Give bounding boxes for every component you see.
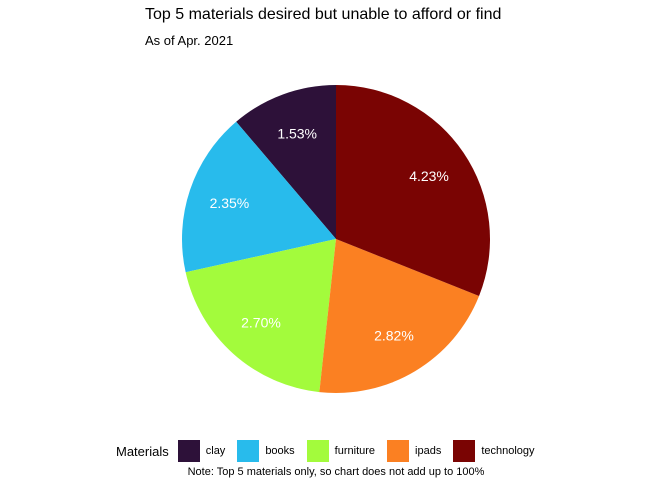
legend-swatch-ipads (387, 440, 410, 462)
legend-item-ipads: ipads (387, 440, 441, 462)
slice-label-technology: 4.23% (409, 168, 449, 184)
legend: Materials clay books furniture ipads tec… (116, 438, 535, 464)
legend-swatch-technology (453, 440, 476, 462)
pie-slice-furniture (185, 239, 336, 393)
slice-label-clay: 1.53% (277, 126, 317, 142)
pie-slice-technology (336, 85, 490, 296)
legend-item-clay: clay (177, 440, 226, 462)
legend-item-furniture: furniture (306, 440, 376, 462)
chart-note: Note: Top 5 materials only, so chart doe… (187, 466, 485, 478)
legend-title: Materials (116, 443, 169, 459)
legend-label-furniture: furniture (334, 445, 376, 457)
legend-swatch-clay (177, 440, 200, 462)
chart-subtitle: As of Apr. 2021 (145, 33, 234, 48)
pie-slice-clay (236, 85, 336, 239)
slice-label-ipads: 2.82% (374, 327, 414, 343)
legend-label-ipads: ipads (415, 445, 442, 457)
pie-slice-ipads (319, 239, 480, 394)
chart-title: Top 5 materials desired but unable to af… (145, 6, 502, 23)
slice-label-books: 2.35% (210, 195, 250, 211)
legend-label-technology: technology (481, 445, 535, 457)
slice-label-furniture: 2.70% (241, 315, 281, 331)
legend-item-books: books (237, 440, 295, 462)
legend-swatch-books (237, 440, 260, 462)
legend-label-clay: clay (205, 445, 226, 457)
legend-label-books: books (265, 445, 295, 457)
pie-slice-books (182, 121, 336, 273)
legend-item-technology: technology (453, 440, 535, 462)
legend-swatch-furniture (306, 440, 329, 462)
